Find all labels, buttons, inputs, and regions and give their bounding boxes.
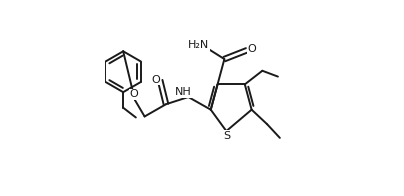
Text: H₂N: H₂N bbox=[188, 40, 209, 50]
Text: NH: NH bbox=[175, 87, 192, 97]
Text: S: S bbox=[224, 131, 231, 141]
Text: O: O bbox=[247, 44, 256, 54]
Text: O: O bbox=[130, 90, 138, 100]
Text: O: O bbox=[151, 74, 160, 84]
